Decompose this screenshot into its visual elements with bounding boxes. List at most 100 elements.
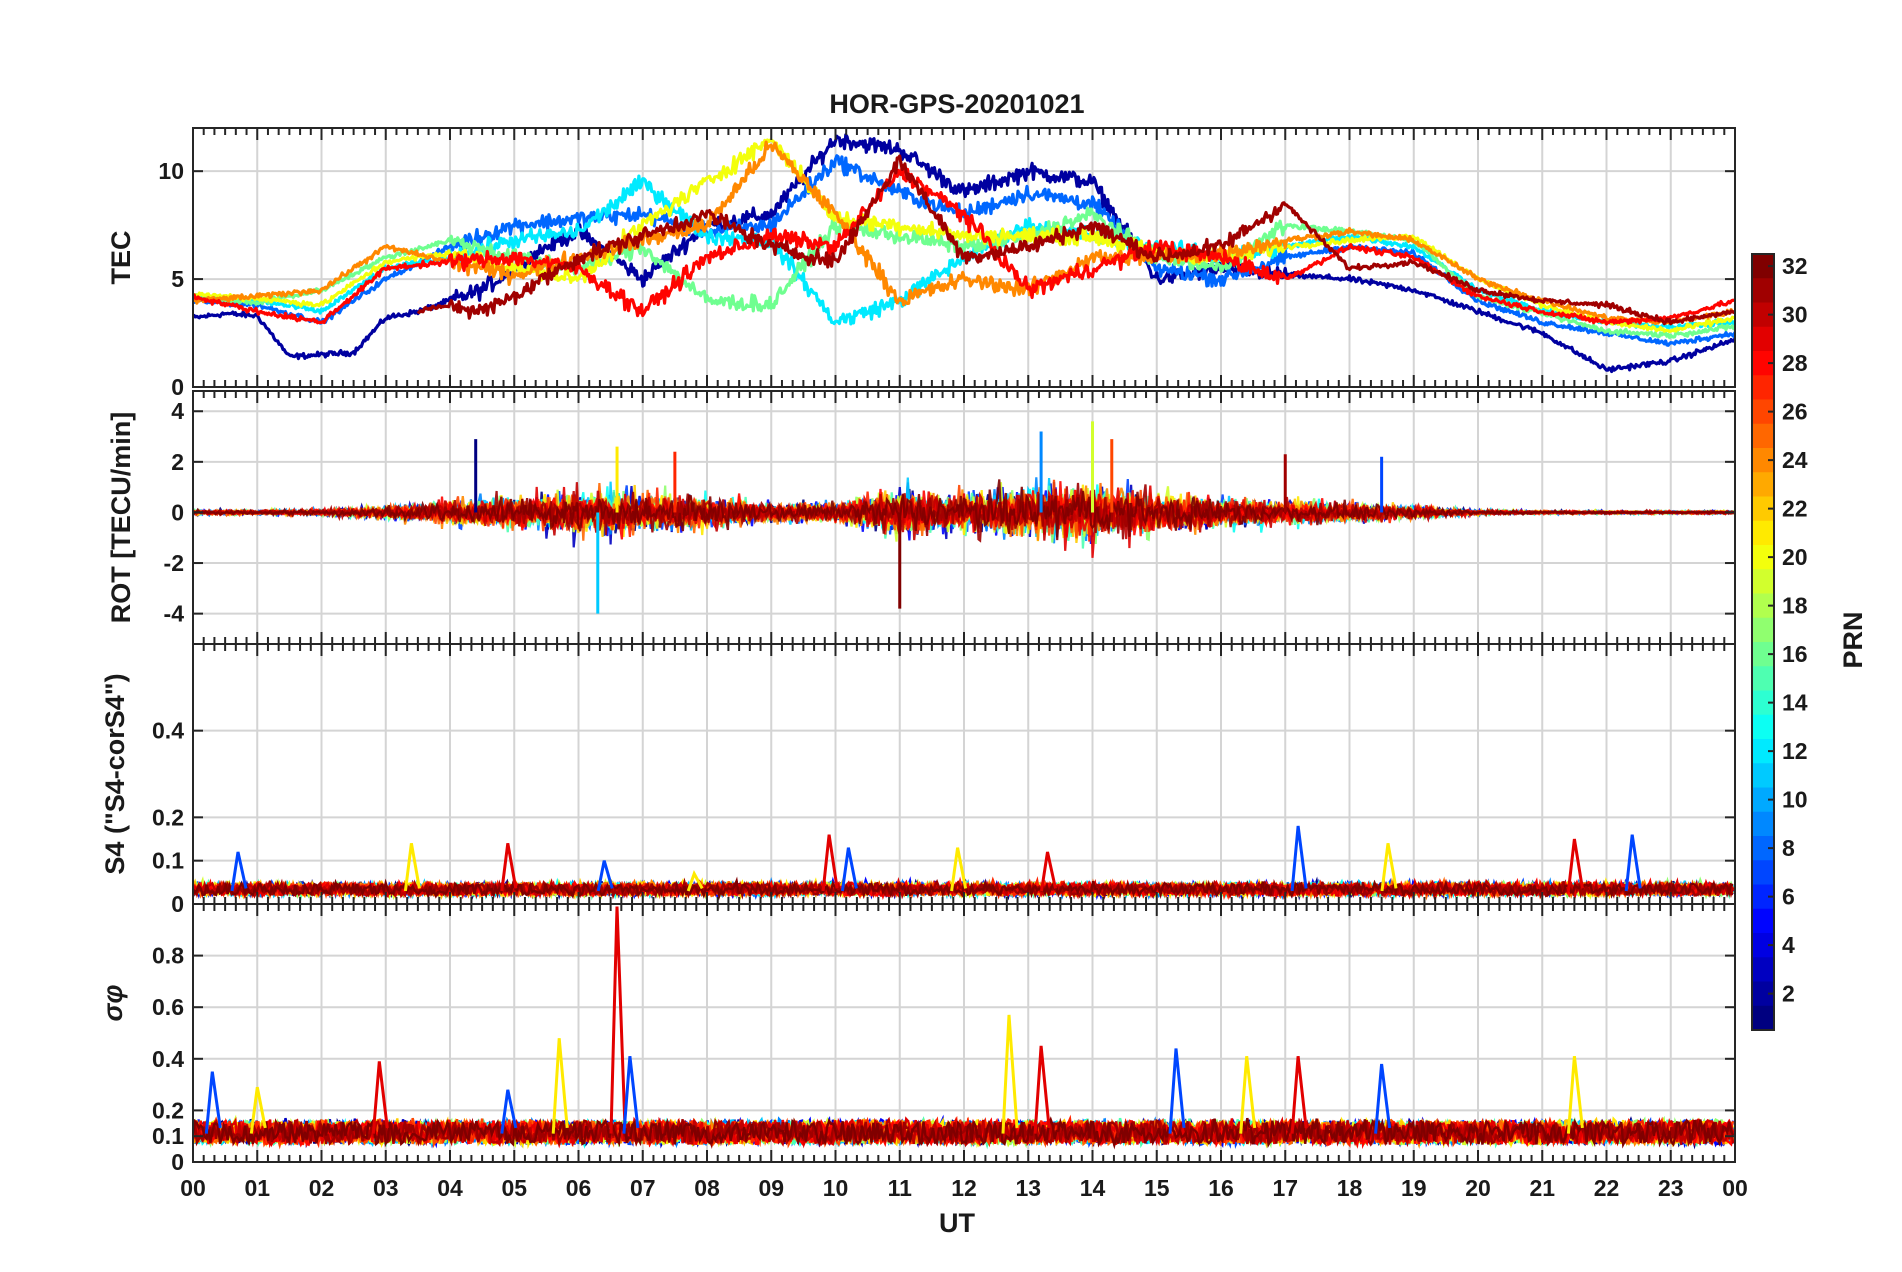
y-tick-label: 0 bbox=[171, 1149, 184, 1175]
x-tick-label: 20 bbox=[1465, 1175, 1491, 1201]
y-axis-label: σφ bbox=[98, 985, 128, 1022]
x-tick-label: 03 bbox=[373, 1175, 399, 1201]
colorbar-segment bbox=[1752, 884, 1774, 910]
x-tick-label: 02 bbox=[309, 1175, 335, 1201]
s4-peak bbox=[821, 834, 839, 892]
colorbar-segment bbox=[1752, 423, 1774, 449]
colorbar-tick-label: 4 bbox=[1782, 932, 1795, 958]
colorbar-segment bbox=[1752, 811, 1774, 837]
x-tick-label: 06 bbox=[566, 1175, 592, 1201]
colorbar-segment bbox=[1752, 593, 1774, 619]
y-tick-label: 0.8 bbox=[152, 943, 184, 969]
y-tick-label: -4 bbox=[164, 601, 185, 627]
panel-s4: 0 0.1 0.2 0.4 S4 ("S4-corS4") bbox=[100, 643, 1736, 917]
x-tick-label: 11 bbox=[888, 1175, 913, 1201]
y-axis-label: ROT [TECU/min] bbox=[106, 412, 136, 623]
y-tick-label: 5 bbox=[171, 266, 184, 292]
colorbar-segment bbox=[1752, 254, 1774, 279]
y-tick-label: 0.6 bbox=[152, 994, 184, 1020]
sigma_phi-peak bbox=[1001, 1014, 1019, 1134]
s4-peak bbox=[1040, 851, 1057, 892]
colorbar-segment bbox=[1752, 375, 1774, 401]
colorbar-segment bbox=[1752, 351, 1774, 376]
colorbar-segment bbox=[1752, 278, 1774, 304]
x-tick-label: 23 bbox=[1658, 1175, 1684, 1201]
series-group bbox=[193, 133, 1735, 374]
sigma_phi-peak bbox=[1374, 1063, 1392, 1134]
colorbar-segment bbox=[1752, 496, 1774, 522]
sigma_phi-series-prn-32 bbox=[193, 1116, 1735, 1150]
colorbar-tick-label: 28 bbox=[1782, 350, 1808, 376]
sigma_phi-peak bbox=[204, 1071, 222, 1134]
s4-peak bbox=[1290, 825, 1308, 892]
s4-peak bbox=[686, 870, 704, 892]
colorbar-segment bbox=[1752, 666, 1774, 692]
colorbar-segment bbox=[1752, 617, 1774, 643]
x-axis-tick-labels: 00 01 02 03 04 05 06 07 08 09 10 11 12 13 14 15 16 17 18 19… bbox=[180, 1175, 1748, 1201]
colorbar-tick-label: 26 bbox=[1782, 399, 1808, 425]
x-tick-label: 05 bbox=[501, 1175, 527, 1201]
y-tick-label: 0 bbox=[171, 499, 184, 525]
s4-peak bbox=[596, 860, 614, 892]
colorbar-segment bbox=[1752, 472, 1774, 498]
colorbar-segment bbox=[1752, 714, 1774, 740]
x-tick-label: 01 bbox=[244, 1175, 270, 1201]
colorbar-tick-label: 14 bbox=[1782, 690, 1808, 716]
sigma_phi-peak bbox=[500, 1089, 518, 1134]
sigma_phi-peak bbox=[1290, 1056, 1308, 1134]
colorbar-tick-label: 20 bbox=[1782, 544, 1808, 570]
s4-peak bbox=[403, 843, 421, 892]
sigma_phi-peak bbox=[1239, 1056, 1257, 1134]
x-tick-label: 21 bbox=[1529, 1175, 1555, 1201]
x-tick-label: 22 bbox=[1594, 1175, 1620, 1201]
colorbar-tick-label: 2 bbox=[1782, 981, 1795, 1007]
colorbar-segment bbox=[1752, 545, 1774, 570]
s4-peak bbox=[840, 847, 858, 892]
sigma_phi-peak bbox=[1033, 1045, 1051, 1134]
y-tick-label: 10 bbox=[158, 158, 184, 184]
s4-peak bbox=[1380, 843, 1398, 892]
colorbar-segment bbox=[1752, 957, 1774, 983]
colorbar-tick-label: 8 bbox=[1782, 835, 1795, 861]
colorbar-tick-label: 18 bbox=[1782, 593, 1808, 619]
s4-peak bbox=[1624, 834, 1642, 892]
colorbar-segment bbox=[1752, 933, 1774, 958]
x-tick-label: 00 bbox=[180, 1175, 206, 1201]
x-tick-label: 10 bbox=[823, 1175, 849, 1201]
sigma_phi-peak bbox=[371, 1061, 389, 1134]
sigma_phi-peak bbox=[551, 1038, 569, 1134]
x-axis-label: UT bbox=[939, 1208, 975, 1238]
chart-title: HOR-GPS-20201021 bbox=[829, 89, 1084, 119]
colorbar-tick-label: 16 bbox=[1782, 641, 1808, 667]
series-group bbox=[193, 906, 1735, 1150]
colorbar-tick-label: 6 bbox=[1782, 884, 1795, 910]
y-axis-label: S4 ("S4-corS4") bbox=[100, 673, 130, 874]
rot-series-prn-32 bbox=[193, 479, 1735, 541]
tec-series-prn-2 bbox=[193, 133, 1735, 374]
panel-sigma_phi: 00.10.2 0.4 0.6 0.8 σφ bbox=[98, 903, 1736, 1175]
minor-ticks bbox=[192, 904, 1736, 1162]
colorbar-segment bbox=[1752, 690, 1774, 716]
colorbar-segment bbox=[1752, 302, 1774, 328]
colorbar-label: PRN bbox=[1838, 611, 1868, 668]
x-tick-label: 00 bbox=[1722, 1175, 1748, 1201]
colorbar-segment bbox=[1752, 1005, 1774, 1031]
x-tick-label: 16 bbox=[1208, 1175, 1234, 1201]
minor-ticks bbox=[192, 128, 1736, 387]
y-tick-label: 0.1 bbox=[152, 848, 184, 874]
panel-tec: 0 5 10 TEC bbox=[106, 127, 1736, 400]
sigma_phi-peak bbox=[1168, 1048, 1186, 1134]
series-group bbox=[193, 421, 1735, 614]
tec-series-prn-31 bbox=[416, 154, 1735, 326]
y-tick-label: 0.1 bbox=[152, 1123, 184, 1149]
y-axis-label: TEC bbox=[106, 231, 136, 285]
x-tick-label: 14 bbox=[1080, 1175, 1106, 1201]
y-tick-label: 0.4 bbox=[152, 1046, 184, 1072]
x-tick-label: 12 bbox=[951, 1175, 977, 1201]
x-tick-label: 09 bbox=[758, 1175, 784, 1201]
s4-peak bbox=[950, 847, 968, 892]
tec-series-prn-28 bbox=[193, 163, 1735, 326]
x-tick-label: 19 bbox=[1401, 1175, 1427, 1201]
colorbar-segment bbox=[1752, 399, 1774, 425]
